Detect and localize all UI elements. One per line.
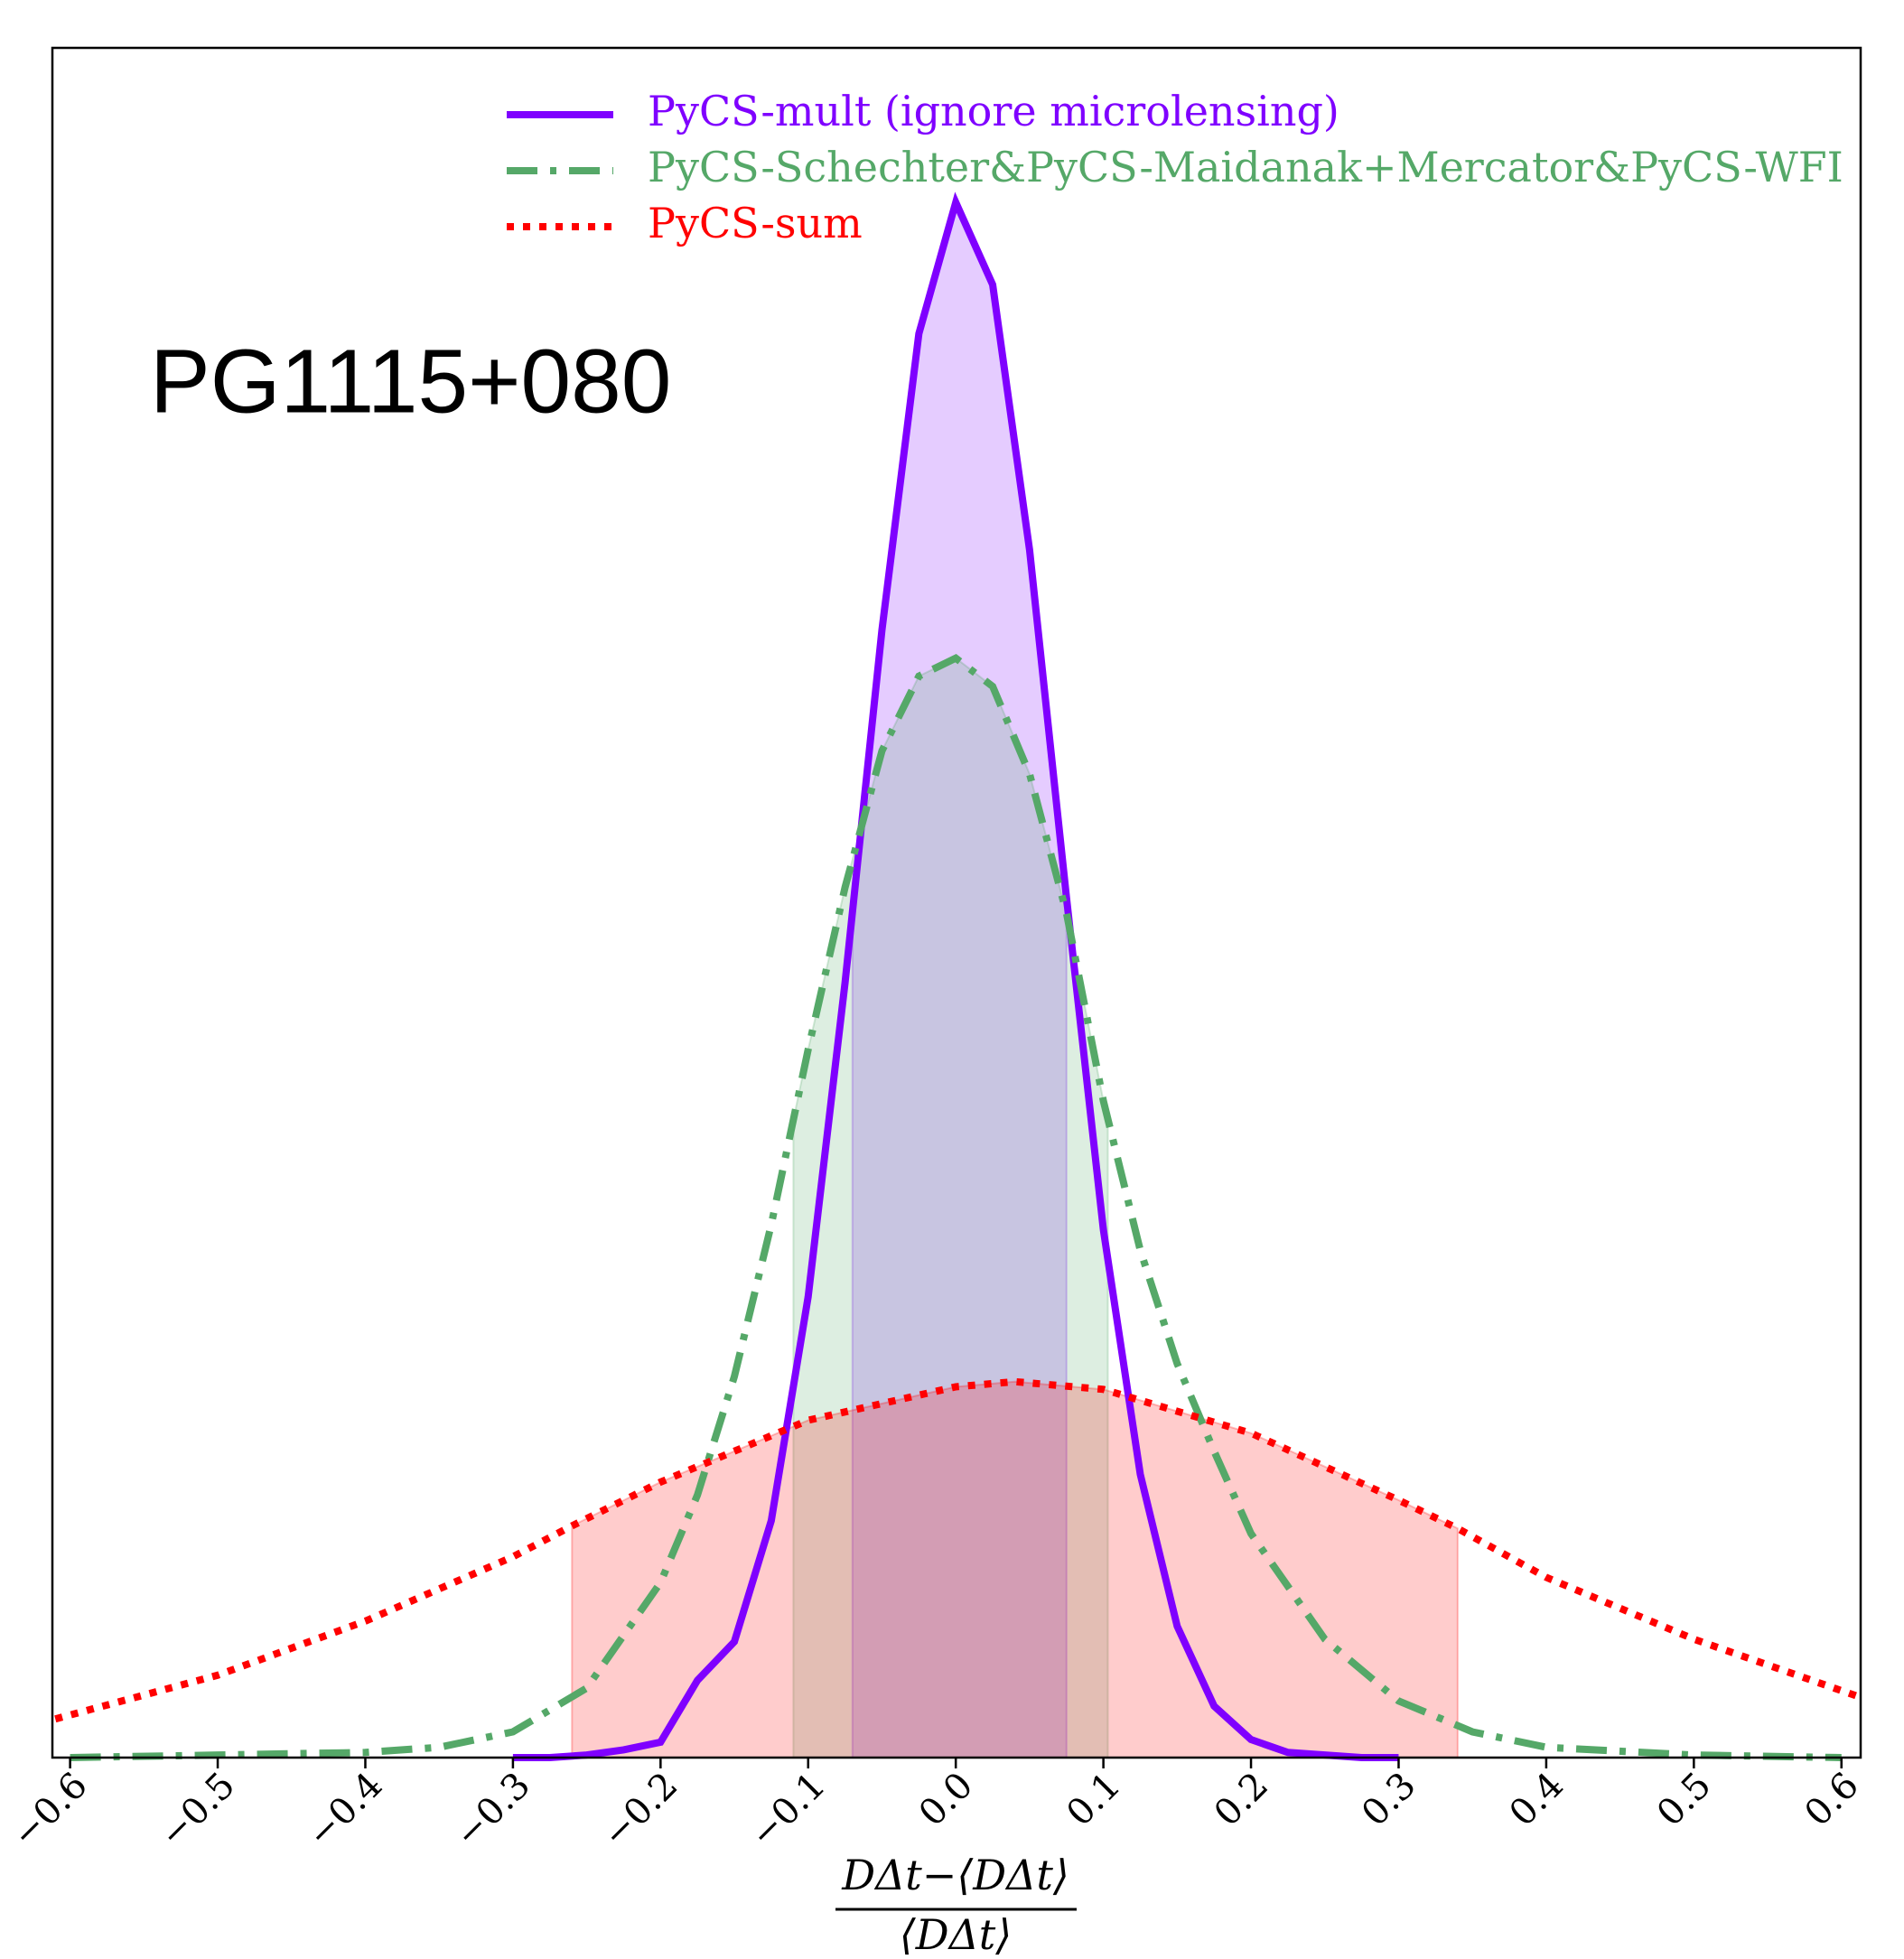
x-tick-label: 0.4 bbox=[1502, 1765, 1573, 1835]
credible-interval-shade bbox=[571, 1380, 1459, 1758]
x-tick-label: −0.5 bbox=[152, 1765, 243, 1856]
x-tick-label: 0.3 bbox=[1354, 1765, 1424, 1835]
x-tick-label: −0.6 bbox=[5, 1765, 96, 1856]
x-tick-label: 0.6 bbox=[1797, 1765, 1867, 1835]
x-tick-label: 0.1 bbox=[1059, 1765, 1129, 1835]
x-tick-label: 0.2 bbox=[1207, 1765, 1277, 1835]
x-tick-label: −0.2 bbox=[594, 1765, 686, 1856]
x-axis-label-numerator: DΔt−⟨DΔt⟩ bbox=[841, 1851, 1069, 1899]
legend-label: PyCS-mult (ignore microlensing) bbox=[648, 87, 1339, 135]
annotation: PG1115+080 bbox=[150, 331, 671, 432]
x-tick-label: −0.3 bbox=[447, 1765, 538, 1856]
x-axis-label-denominator: ⟨DΔt⟩ bbox=[900, 1910, 1012, 1959]
density-line bbox=[54, 1377, 1858, 1723]
legend-label: PyCS-sum bbox=[648, 199, 863, 247]
x-tick-label: 0.5 bbox=[1649, 1765, 1720, 1835]
x-tick-label: 0.0 bbox=[911, 1765, 982, 1835]
legend-label: PyCS-Schechter&PyCS-Maidanak+Mercator&Py… bbox=[648, 143, 1843, 191]
x-tick-label: −0.1 bbox=[742, 1765, 834, 1856]
density-line bbox=[512, 191, 1399, 1761]
x-tick-label: −0.4 bbox=[299, 1765, 390, 1856]
density-line bbox=[70, 653, 1842, 1761]
